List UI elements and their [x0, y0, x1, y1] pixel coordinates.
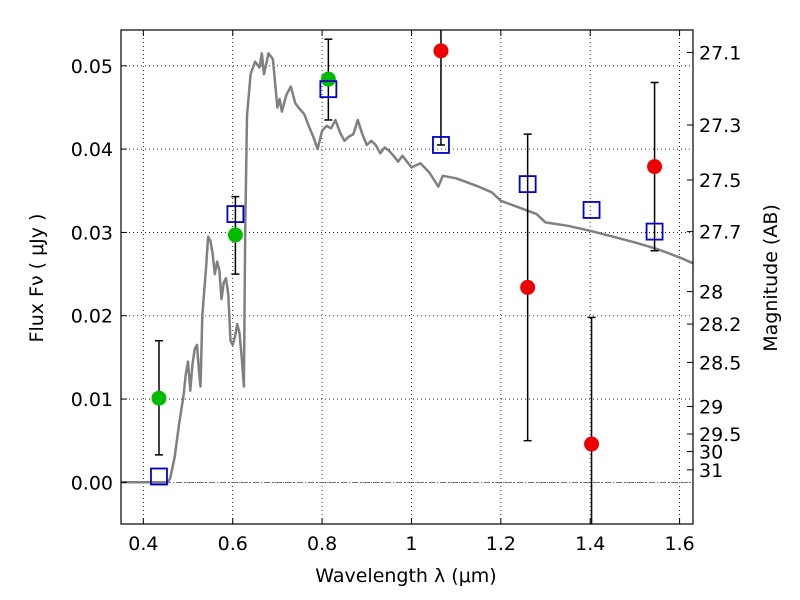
- y2-tick-label: 30: [699, 442, 723, 464]
- data-point: [520, 279, 536, 295]
- x-tick-label: 1.4: [575, 533, 605, 555]
- x-tick-label: 0.4: [128, 533, 158, 555]
- y-tick-label: 0.00: [71, 472, 113, 494]
- x-tick-label: 1.2: [486, 533, 516, 555]
- y2-tick-label: 27.3: [699, 115, 741, 137]
- data-point: [433, 43, 449, 59]
- y-tick-label: 0.02: [71, 306, 113, 328]
- y2-tick-label: 28.2: [699, 314, 741, 336]
- x-axis-title: Wavelength λ (μm): [315, 565, 496, 587]
- model-flux-square: [226, 205, 245, 224]
- y-tick-label: 0.03: [71, 222, 113, 244]
- model-flux-square: [582, 201, 601, 219]
- y2-tick-label: 29.5: [699, 424, 741, 446]
- ticks: 0.4 0.6 0.8 1 1.2 1.4 1.6 0.00 0.01 0.02 0.03 0.04 0…: [71, 30, 741, 555]
- y-tick-label: 0.04: [71, 139, 113, 161]
- data-points-layer: [150, 30, 664, 524]
- y-axis-title: Flux Fν ( μJy ): [26, 214, 48, 343]
- model-spectrum-line: [121, 52, 694, 484]
- x-tick-label: 1.6: [664, 533, 694, 555]
- data-point: [320, 71, 336, 87]
- model-flux-square: [518, 175, 537, 194]
- y2-axis-title: Magnitude (AB): [760, 204, 782, 352]
- data-point: [227, 227, 243, 243]
- y-tick-label: 0.05: [71, 56, 113, 78]
- model-flux-square: [432, 136, 450, 154]
- x-tick-label: 0.6: [218, 533, 248, 555]
- data-point: [647, 159, 663, 175]
- x-tick-label: 0.8: [307, 533, 337, 555]
- model-spectrum-layer: [121, 52, 694, 484]
- y2-tick-label: 29: [699, 397, 723, 419]
- y2-tick-label: 28: [699, 282, 723, 304]
- grid: [121, 30, 693, 524]
- y-tick-label: 0.01: [71, 389, 113, 411]
- plot-frame: [120, 29, 694, 525]
- y2-tick-label: 27.5: [699, 170, 741, 192]
- model-flux-square: [150, 467, 168, 486]
- model-flux-square: [319, 80, 338, 99]
- data-point: [584, 436, 600, 452]
- data-point: [151, 390, 167, 406]
- y2-tick-label: 31: [699, 460, 723, 482]
- model-flux-square: [645, 222, 664, 241]
- x-tick-label: 1: [405, 533, 417, 555]
- y2-tick-label: 28.5: [699, 352, 741, 374]
- axes: [120, 29, 694, 525]
- y2-tick-label: 27.1: [699, 42, 741, 64]
- y2-tick-label: 27.7: [699, 222, 741, 244]
